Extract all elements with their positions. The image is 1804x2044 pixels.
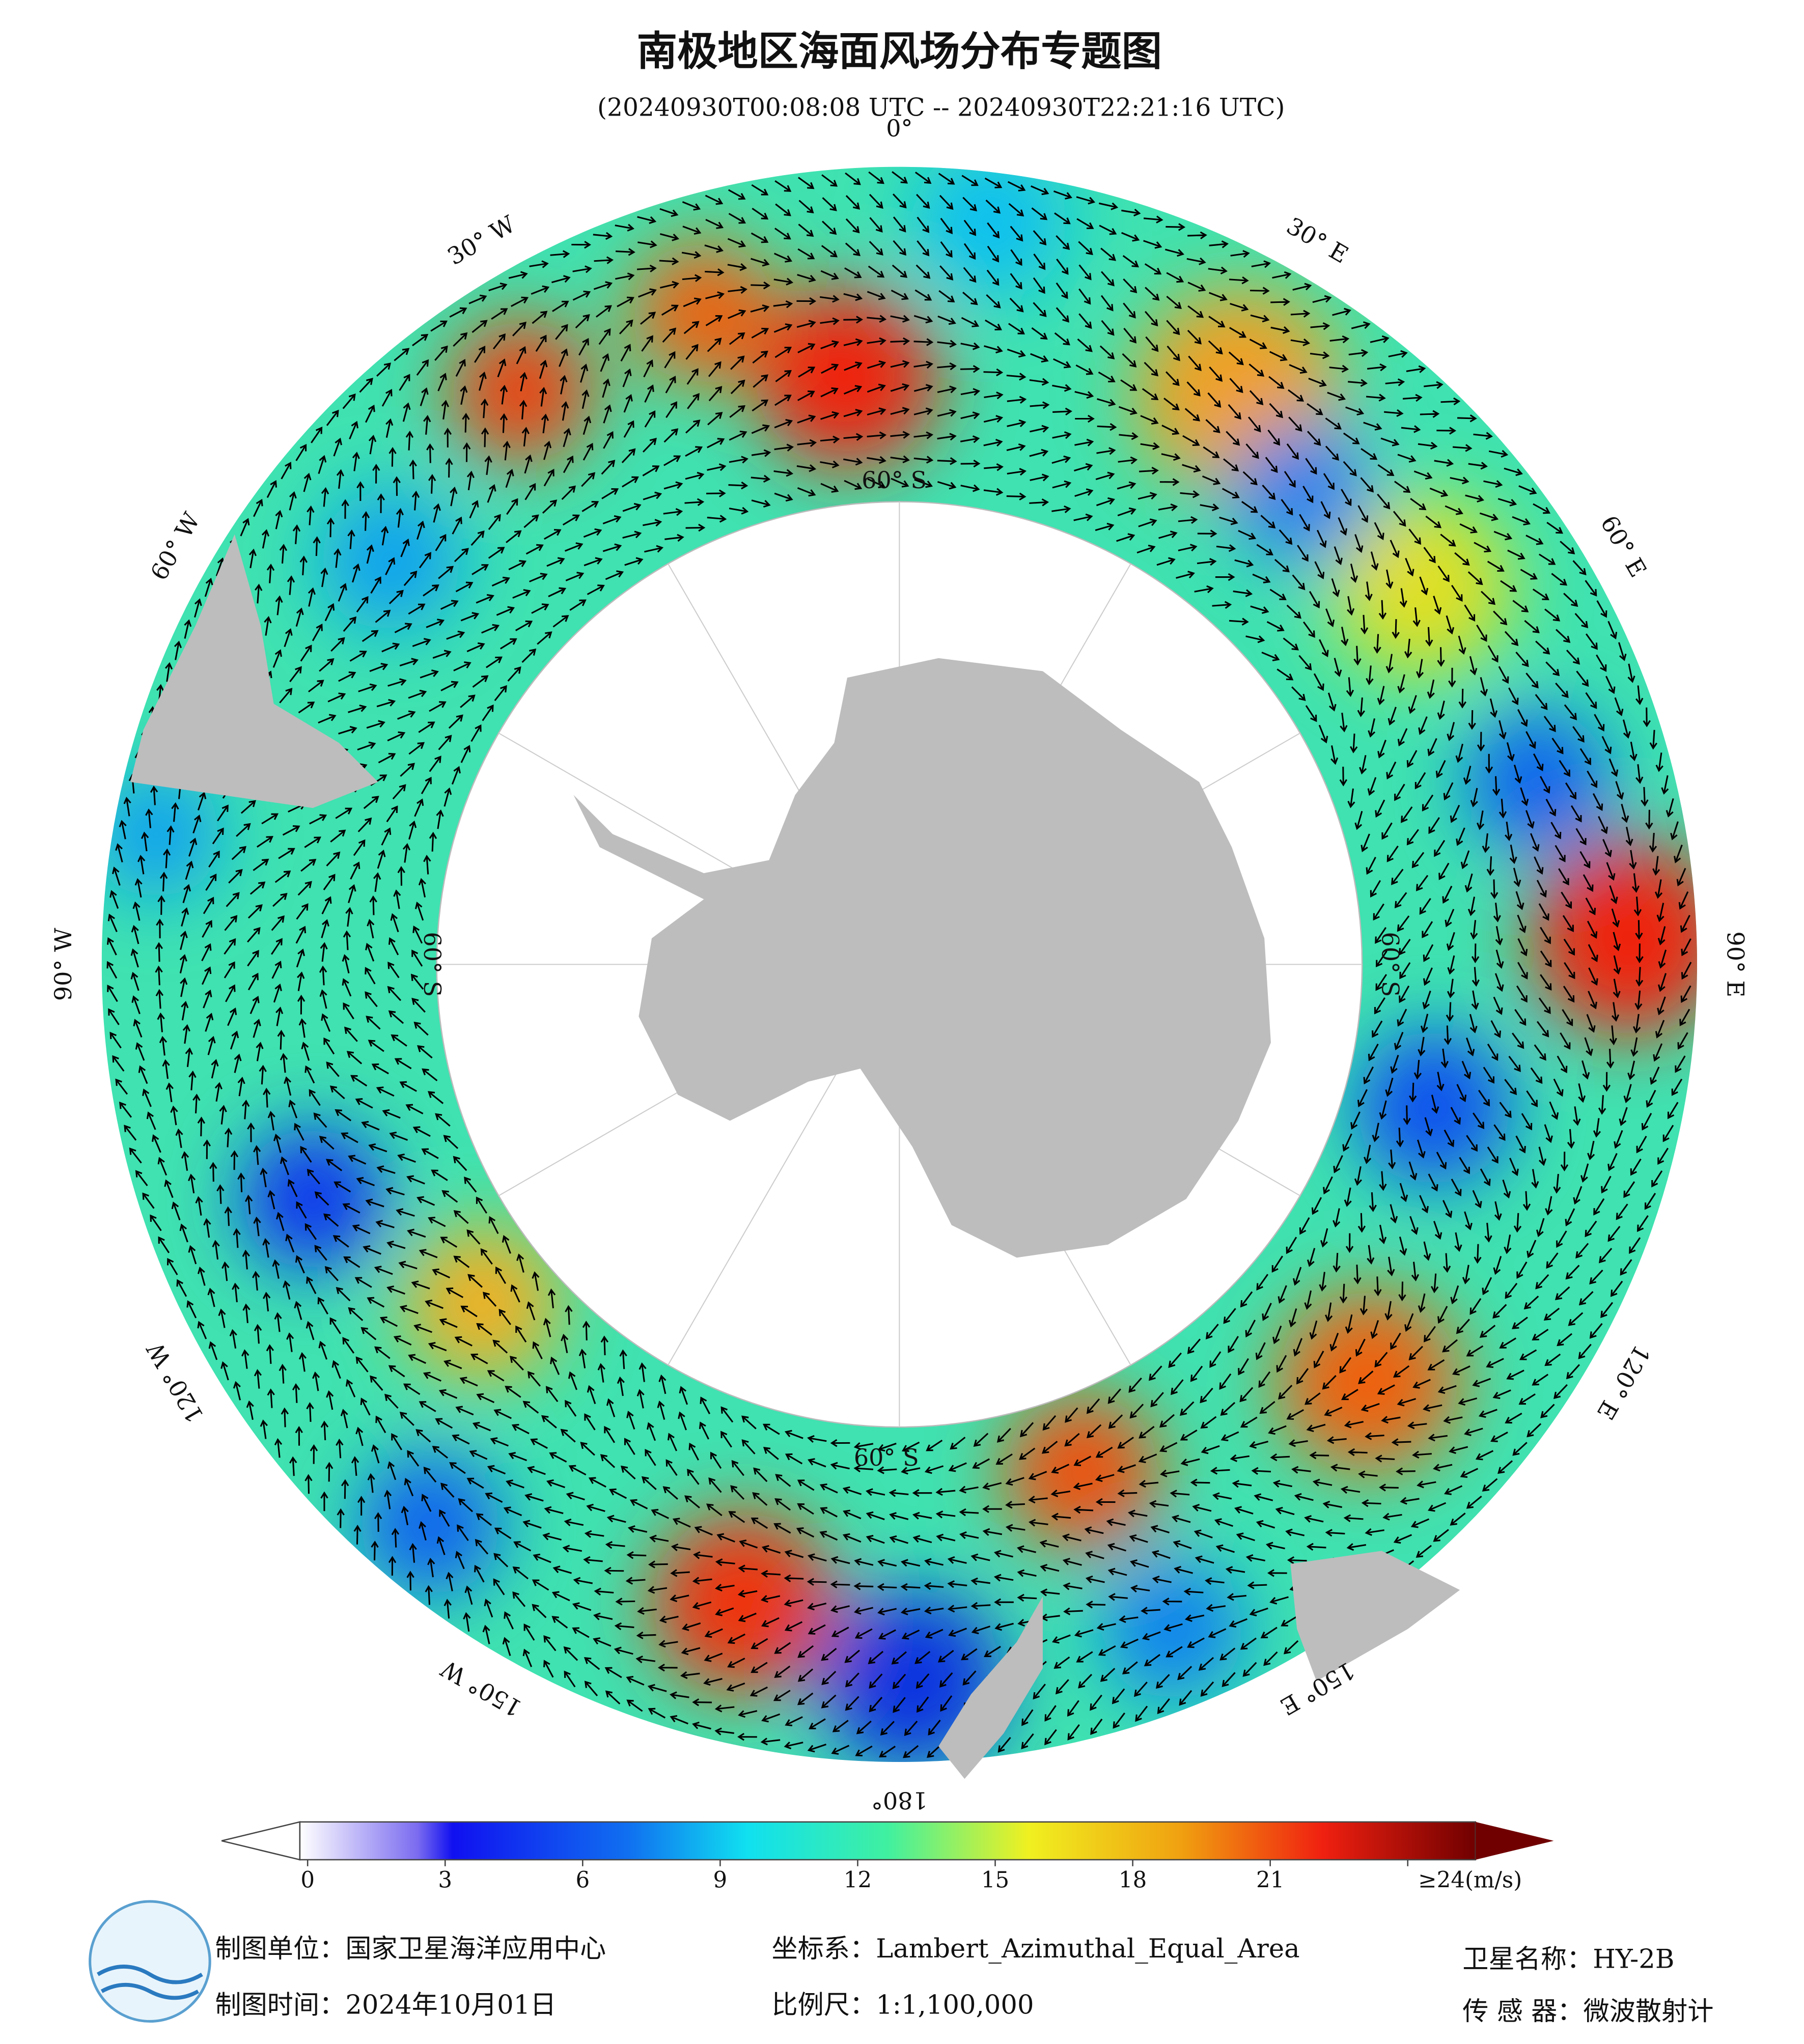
colorbar: 0 3 6 9 12 15 18 21 ≥24(m/s): [221, 1821, 1554, 1893]
colorbar-over: [1475, 1822, 1554, 1860]
colorbar-under: [221, 1821, 301, 1861]
colorbar-tick-label: 9: [713, 1868, 728, 1893]
longitude-label: 30° W: [443, 210, 520, 270]
subtitle: (20240930T00:08:08 UTC -- 20240930T22:21…: [597, 94, 1285, 122]
latitude-label: 60° S: [862, 466, 927, 494]
date: 制图时间：2024年10月01日: [215, 1990, 556, 2020]
longitude-label: 30° E: [1282, 212, 1353, 269]
colorbar-tick-label: 18: [1119, 1868, 1147, 1893]
longitude-label: 60° E: [1595, 511, 1652, 582]
south-america: [130, 534, 378, 808]
longitude-label: 60° W: [145, 508, 206, 585]
satellite: 卫星名称：HY-2B: [1462, 1944, 1674, 1975]
sensor: 传 感 器：微波散射计: [1462, 1996, 1713, 2027]
producer: 制图单位：国家卫星海洋应用中心: [215, 1934, 606, 1964]
latitude-label: 60° S: [854, 1444, 919, 1471]
scale: 比例尺：1:1,100,000: [772, 1990, 1034, 2020]
colorbar-bar: [299, 1821, 1477, 1861]
projection: 坐标系：Lambert_Azimuthal_Equal_Area: [772, 1934, 1300, 1964]
new-zealand: [938, 1596, 1043, 1779]
latitude-label: 60° S: [1376, 932, 1404, 997]
colorbar-tick-label: ≥24(m/s): [1418, 1868, 1522, 1893]
colorbar-tick-label: 3: [438, 1868, 452, 1893]
longitude-label: 120° E: [1592, 1340, 1656, 1424]
longitude-label: 150° W: [436, 1655, 526, 1723]
longitude-label: 90° W: [49, 928, 77, 1001]
logo-waves: [97, 1965, 203, 2000]
longitude-label: 0°: [886, 115, 912, 142]
longitude-label: 180°: [871, 1787, 928, 1814]
antarctica: [573, 658, 1271, 1258]
australia-tip: [1290, 1551, 1460, 1682]
colorbar-tick-label: 6: [575, 1868, 590, 1893]
colorbar-tick-label: 12: [844, 1868, 872, 1893]
longitude-label: 120° W: [141, 1337, 209, 1427]
logo: [89, 1900, 211, 2023]
colorbar-tick-label: 21: [1256, 1868, 1284, 1893]
wind-arrows: [106, 171, 1692, 1758]
title: 南极地区海面风场分布专题图: [637, 27, 1162, 75]
footer: 制图单位：国家卫星海洋应用中心 制图时间：2024年10月01日 坐标系：Lam…: [89, 1900, 1714, 2027]
colorbar-tick-label: 15: [981, 1868, 1009, 1893]
colorbar-tick-label: 0: [300, 1868, 315, 1893]
longitude-label: 90° E: [1722, 931, 1750, 997]
latitude-label: 60° S: [419, 932, 446, 997]
